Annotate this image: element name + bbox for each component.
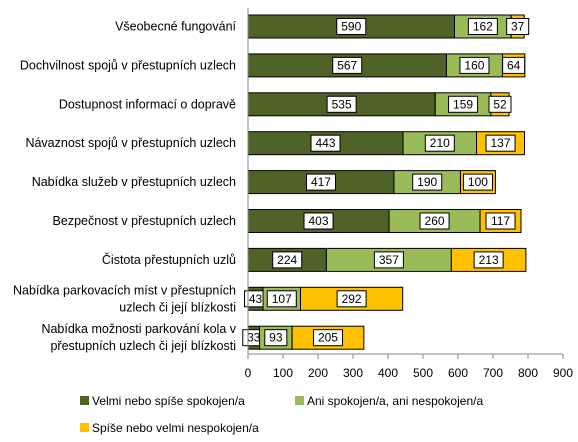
x-tick-label: 100 [273,366,293,380]
data-label: 417 [311,175,331,189]
data-label-box [448,95,479,113]
data-label: 590 [341,20,361,34]
category-label: přestupních uzlech či její blízkosti [50,339,236,353]
data-label-box [264,329,288,347]
legend-label: Spíše nebo velmi nespokojen/a [92,421,259,435]
category-label: Návaznost spojů v přestupních uzlech [25,136,236,150]
legend-label: Velmi nebo spíše spokojen/a [92,394,245,408]
data-label: 64 [507,58,521,72]
category-label: Nabídka parkovacích míst v přestupních [13,283,236,297]
bars-layer: 590 162 37 567 160 64 535 159 52 443 210 137 417 190 1… [242,14,530,350]
data-label: 117 [491,214,510,228]
category-label: uzlech či její blízkosti [119,300,236,314]
data-label-box [467,18,498,35]
category-label: Všeobecné fungování [115,20,236,34]
x-tick-label: 600 [448,366,468,380]
data-label: 107 [272,292,292,306]
data-label: 210 [430,136,450,150]
data-label: 52 [493,97,507,111]
data-label-box [266,290,297,308]
x-axis: 0 100 200 300 400 500 600 700 800 900 [245,8,573,380]
data-label: 260 [425,214,445,228]
data-label-box [305,173,336,191]
x-tick-label: 800 [518,366,538,380]
data-label: 357 [379,253,399,267]
data-label: 37 [511,20,525,34]
x-tick-label: 500 [413,366,433,380]
legend-swatch [80,423,89,432]
data-label: 403 [309,214,329,228]
data-label: 205 [318,331,338,345]
x-tick-label: 200 [308,366,328,380]
data-label: 43 [249,292,263,306]
data-label-box [488,95,512,113]
x-tick-label: 400 [378,366,398,380]
data-label-box [326,95,357,113]
data-label-box [310,134,341,152]
category-label: Dostupnost informací o dopravě [59,97,236,111]
legend: Velmi nebo spíše spokojen/a Ani spokojen/… [80,394,483,435]
data-label: 567 [337,58,357,72]
data-label-box [373,251,404,269]
data-label: 33 [247,331,261,345]
data-label: 535 [332,97,352,111]
data-label: 93 [269,331,283,345]
data-label: 160 [464,58,484,72]
x-tick-label: 300 [343,366,363,380]
data-label: 159 [453,97,473,111]
data-label-box [336,290,367,308]
data-label: 443 [316,136,336,150]
category-label: Nabídka možnosti parkování kola v [41,322,236,336]
category-label: Bezpečnost v přestupních uzlech [53,214,236,228]
legend-label: Ani spokojen/a, ani nespokojen/a [307,394,483,408]
data-label-box [459,56,490,74]
data-label: 213 [479,253,499,267]
data-label: 292 [342,292,362,306]
data-label: 190 [417,175,437,189]
data-label-box [272,251,303,269]
category-label: Dochvilnost spojů v přestupních uzlech [20,58,236,72]
category-label: Nabídka služeb v přestupních uzlech [32,175,236,189]
data-label-box [485,134,516,152]
data-label-box [419,212,450,230]
data-label: 162 [473,20,493,34]
data-label-box [336,18,367,35]
x-tick-label: 0 [245,366,252,380]
category-labels: Všeobecné fungování Dochvilnost spojů v p… [13,20,237,354]
data-label: 100 [468,175,488,189]
data-label-box [485,212,516,230]
data-label-box [332,56,363,74]
x-tick-label: 700 [483,366,503,380]
x-tick-label: 900 [553,366,573,380]
data-label-box [462,173,493,191]
data-label-box [502,56,526,74]
data-label-box [412,173,443,191]
legend-swatch [80,396,89,405]
data-label-box [303,212,334,230]
category-label: Čistota přestupních uzlů [102,252,236,267]
data-label-box [424,134,455,152]
data-label-box [312,329,343,347]
data-label-box [506,18,530,35]
legend-swatch [295,396,304,405]
data-label-box [473,251,504,269]
data-label: 137 [491,136,511,150]
data-label: 224 [277,253,297,267]
